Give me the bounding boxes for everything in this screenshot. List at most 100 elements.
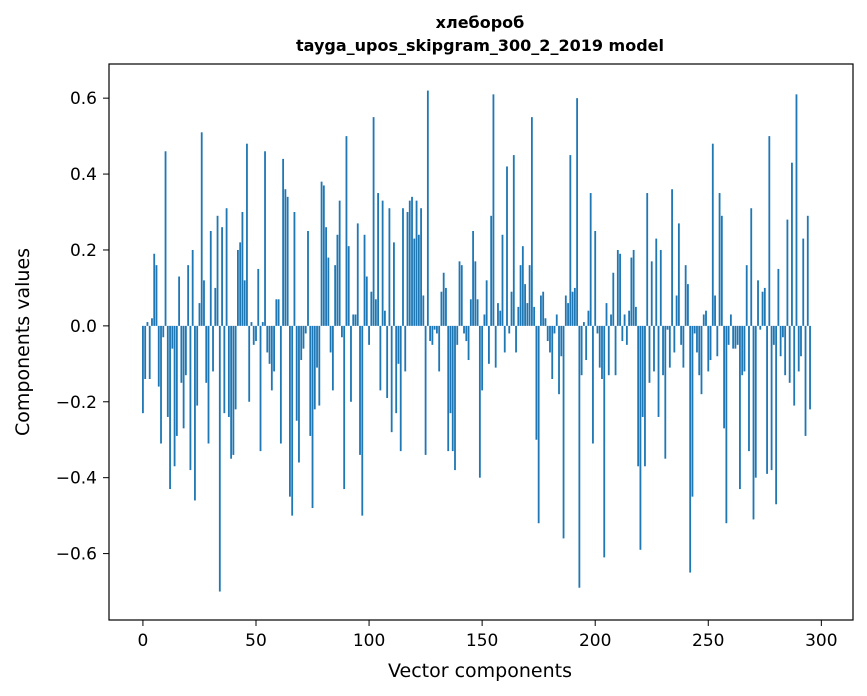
bar <box>338 200 341 326</box>
bar <box>383 310 386 326</box>
bar <box>598 325 601 368</box>
bar <box>784 325 787 376</box>
bar <box>313 325 316 410</box>
bar <box>610 314 612 326</box>
bar <box>648 325 651 383</box>
bar <box>307 230 309 326</box>
bar <box>481 325 484 391</box>
bar <box>406 212 409 326</box>
bar <box>275 299 278 326</box>
bar <box>804 325 807 436</box>
bar <box>402 208 404 326</box>
bar <box>311 325 314 509</box>
bar <box>781 325 784 338</box>
bar <box>214 287 217 326</box>
bar <box>612 272 615 326</box>
x-tick-label: 0 <box>138 631 149 651</box>
y-tick-label: −0.2 <box>56 393 97 413</box>
y-tick-label: 0.2 <box>70 241 97 261</box>
bar <box>521 246 524 326</box>
bar <box>714 295 716 326</box>
bar <box>203 280 205 326</box>
y-tick-label: 0.0 <box>70 317 97 337</box>
bar <box>802 238 805 326</box>
bar <box>696 325 698 353</box>
bar <box>381 200 384 326</box>
bar <box>727 325 730 345</box>
bar <box>227 325 230 417</box>
bar <box>650 261 653 326</box>
bar <box>442 272 445 326</box>
bar <box>250 322 253 326</box>
bar <box>739 325 741 490</box>
bar <box>592 325 594 444</box>
bar <box>295 325 298 421</box>
bar <box>619 253 621 326</box>
bar <box>449 325 452 414</box>
bar <box>777 268 780 326</box>
bar <box>709 325 712 361</box>
bar <box>456 325 459 345</box>
bar <box>630 257 633 326</box>
bar <box>641 325 644 417</box>
bar <box>273 325 275 372</box>
bar <box>478 325 481 478</box>
bar <box>761 291 764 326</box>
bar <box>212 325 214 372</box>
bar <box>734 325 737 349</box>
bar <box>234 325 237 410</box>
bar <box>243 280 246 326</box>
bar <box>567 303 569 326</box>
bar <box>673 325 676 353</box>
bar <box>237 249 239 326</box>
bar <box>632 249 635 326</box>
bar <box>431 325 434 345</box>
bar <box>675 295 678 326</box>
bar <box>465 325 468 342</box>
bar <box>492 94 495 326</box>
bar <box>282 158 285 326</box>
bar <box>700 325 703 395</box>
bar <box>558 325 560 395</box>
bar <box>684 265 687 326</box>
bar <box>499 310 502 326</box>
bar <box>483 314 486 326</box>
bar <box>503 325 506 353</box>
bar <box>408 200 411 326</box>
bar <box>664 325 667 459</box>
bar <box>736 325 739 345</box>
bar <box>289 325 291 497</box>
x-tick-label: 150 <box>466 631 498 651</box>
bar <box>216 215 219 326</box>
bar <box>458 261 461 326</box>
bar <box>768 136 771 326</box>
x-tick-label: 100 <box>353 631 385 651</box>
bar <box>309 325 312 436</box>
bar <box>601 325 603 379</box>
bar <box>370 291 373 326</box>
bar <box>187 265 190 326</box>
bar <box>343 325 346 490</box>
bar <box>553 325 556 334</box>
bar <box>677 223 680 326</box>
bar <box>614 325 617 376</box>
bar <box>162 325 165 338</box>
bar <box>564 295 567 326</box>
bar <box>209 230 212 326</box>
bar <box>497 303 499 326</box>
bar <box>241 212 244 326</box>
bar <box>146 322 149 326</box>
bar <box>460 265 463 326</box>
bar <box>542 291 545 326</box>
bar <box>390 325 393 433</box>
bar <box>361 325 364 516</box>
bar <box>264 151 266 326</box>
bar <box>302 325 305 349</box>
bar <box>347 246 350 326</box>
bar <box>616 249 619 326</box>
bar <box>284 189 287 326</box>
bar <box>628 310 631 326</box>
bar <box>189 325 192 471</box>
bar <box>252 325 255 345</box>
bar <box>207 325 210 444</box>
